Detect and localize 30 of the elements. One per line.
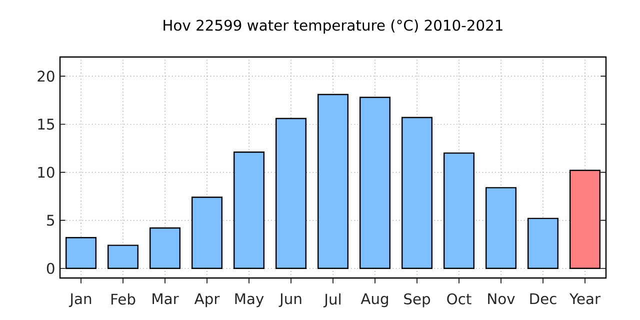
x-tick-label: Year (569, 293, 601, 304)
y-tick-label: 20 (38, 70, 54, 82)
x-tick-label: Jul (323, 293, 340, 308)
y-tick-label: 0 (46, 262, 54, 274)
y-tick-label: 10 (38, 166, 54, 178)
y-tick-label: 15 (38, 118, 54, 130)
x-tick-label: Feb (111, 293, 136, 305)
x-tick-label: May (235, 293, 264, 308)
bar (149, 227, 181, 269)
x-tick-label: Jun (278, 293, 302, 307)
bar (233, 152, 265, 269)
x-tick-label: Aug (360, 293, 388, 308)
y-tick-label: 5 (47, 214, 54, 226)
x-tick-label: Apr (194, 293, 220, 308)
chart-title: Hov 22599 water temperature (°C) 2010-2021 (164, 19, 502, 34)
x-tick-label: Sep (404, 293, 430, 308)
x-tick-label: Nov (488, 293, 515, 304)
bar (275, 118, 307, 269)
bar (317, 94, 349, 269)
bar (527, 218, 559, 269)
x-tick-label: Mar (152, 293, 179, 304)
bar (443, 152, 475, 269)
x-tick-label: Jan (68, 293, 92, 307)
bar (401, 116, 433, 269)
bar (359, 96, 391, 269)
x-tick-label: Dec (530, 293, 556, 304)
bar (107, 244, 139, 269)
x-tick-label: Oct (447, 293, 472, 304)
bar (485, 187, 517, 269)
bar (191, 196, 223, 269)
